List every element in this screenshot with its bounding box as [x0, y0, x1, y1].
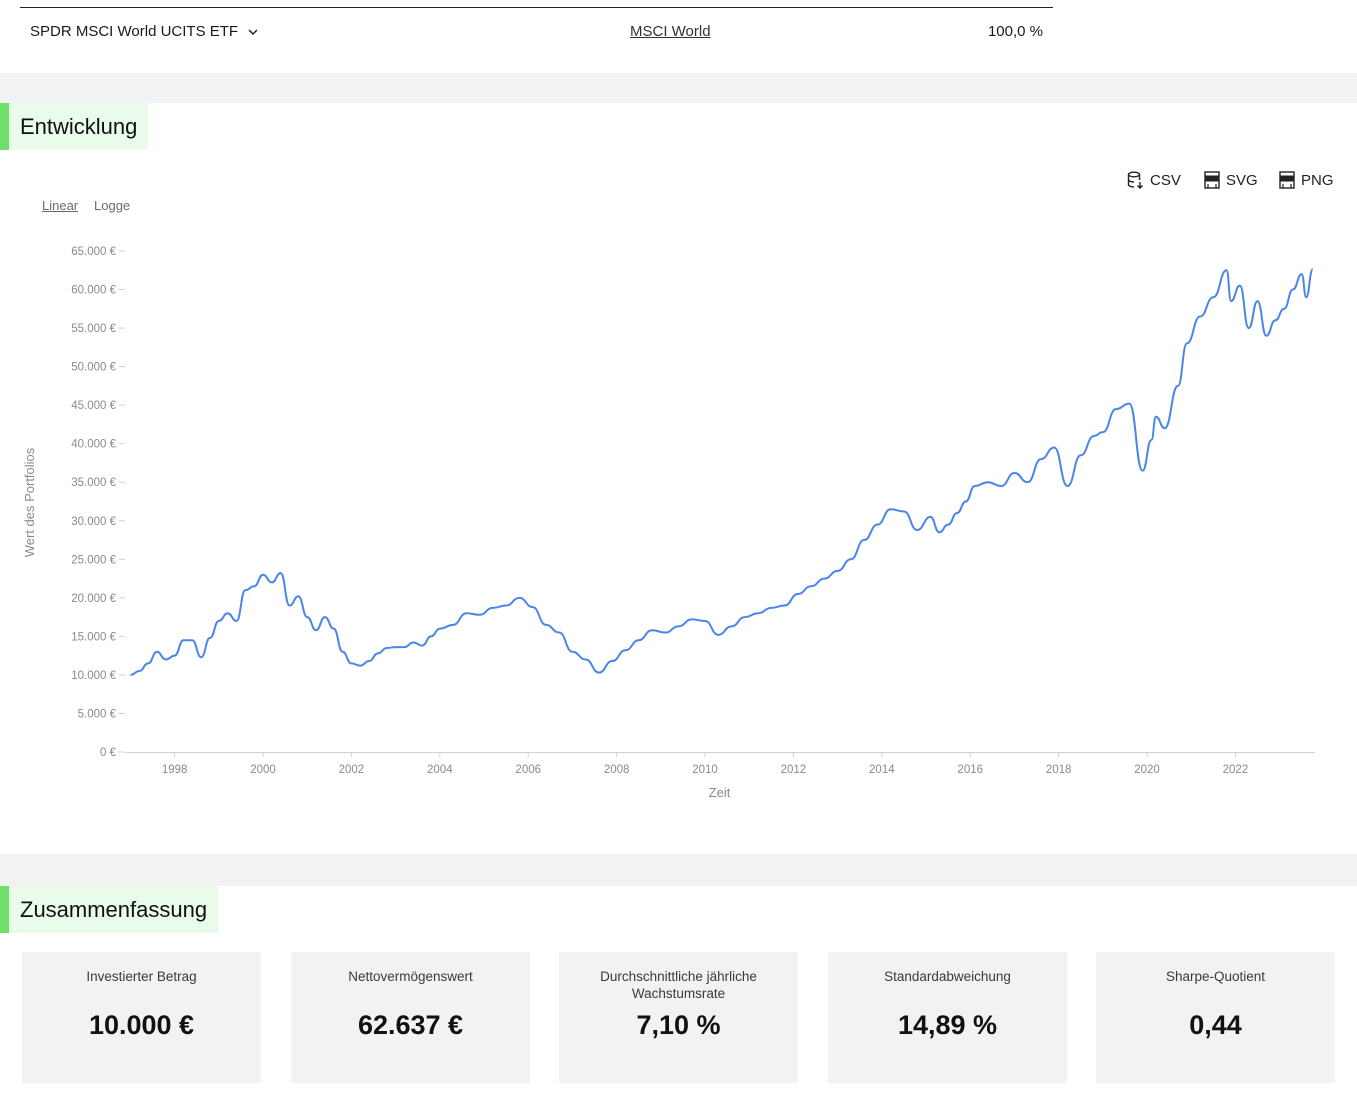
card-value: 14,89 % — [897, 1010, 998, 1040]
x-tick-label: 2002 — [339, 764, 365, 776]
x-tick-label: 2018 — [1046, 764, 1072, 776]
fund-weight: 100,0 % — [987, 23, 1043, 40]
card-label: Investierter Betrag — [86, 969, 197, 984]
summary-card-invested: Investierter Betrag 10.000 € — [22, 952, 261, 1083]
chevron-down-icon — [248, 28, 258, 35]
y-tick-label: 10.000 € — [71, 670, 116, 682]
database-icon — [1127, 171, 1143, 189]
section-divider — [0, 854, 1357, 886]
card-label: Sharpe-Quotient — [1165, 969, 1266, 984]
x-tick-label: 2014 — [869, 764, 895, 776]
summary-card-std-dev: Standardabweichung 14,89 % — [828, 952, 1067, 1083]
y-tick-label: 45.000 € — [71, 400, 116, 412]
summary-card-sharpe: Sharpe-Quotient 0,44 — [1096, 952, 1335, 1083]
y-tick-label: 55.000 € — [71, 323, 116, 335]
portfolio-value-line — [130, 268, 1314, 676]
x-axis-label: Zeit — [709, 785, 731, 800]
card-value: 10.000 € — [88, 1010, 195, 1040]
y-tick-label: 20.000 € — [71, 593, 116, 605]
export-svg-button[interactable]: SVG — [1204, 171, 1258, 189]
y-tick-label: 65.000 € — [71, 246, 116, 258]
y-tick-label: 30.000 € — [71, 516, 116, 528]
card-value: 62.637 € — [357, 1010, 464, 1040]
section-heading-summary: Zusammenfassung — [0, 886, 219, 933]
export-csv-label: CSV — [1150, 171, 1181, 189]
x-tick-label: 2008 — [604, 764, 630, 776]
card-value: 7,10 % — [636, 1010, 721, 1040]
summary-card-cagr: Durchschnittliche jährliche Wachstumsrat… — [559, 952, 798, 1083]
y-tick-label: 40.000 € — [71, 439, 116, 451]
section-title: Entwicklung — [20, 113, 138, 139]
x-tick-label: 2016 — [957, 764, 983, 776]
png-file-icon — [1279, 171, 1295, 189]
scale-linear-toggle[interactable]: Linear — [42, 198, 79, 213]
card-value: 0,44 — [1189, 1010, 1242, 1040]
y-tick-label: 15.000 € — [71, 631, 116, 643]
section-divider — [0, 73, 1357, 103]
card-label: Durchschnittliche jährliche Wachstumsrat… — [600, 969, 757, 1001]
x-tick-label: 1998 — [162, 764, 188, 776]
export-png-button[interactable]: PNG — [1279, 171, 1334, 189]
y-tick-label: 0 € — [100, 747, 117, 759]
x-tick-label: 2006 — [515, 764, 541, 776]
x-tick-label: 2012 — [781, 764, 807, 776]
summary-card-net-value: Nettovermögenswert 62.637 € — [291, 952, 530, 1083]
card-label: Nettovermögenswert — [348, 969, 473, 984]
x-tick-label: 2000 — [250, 764, 276, 776]
y-axis-label: Wert des Portfolios — [22, 447, 37, 557]
y-tick-label: 50.000 € — [71, 362, 116, 374]
y-tick-label: 25.000 € — [71, 554, 116, 566]
section-title: Zusammenfassung — [20, 896, 208, 922]
svg-file-icon — [1204, 171, 1220, 189]
section-heading-development: Entwicklung — [0, 103, 149, 150]
x-tick-label: 2010 — [692, 764, 718, 776]
y-tick-label: 35.000 € — [71, 477, 116, 489]
y-tick-label: 60.000 € — [71, 285, 116, 297]
export-png-label: PNG — [1301, 171, 1334, 189]
card-label: Standardabweichung — [884, 969, 1011, 984]
x-tick-label: 2022 — [1223, 764, 1249, 776]
export-svg-label: SVG — [1226, 171, 1258, 189]
y-tick-label: 5.000 € — [78, 708, 117, 720]
export-csv-button[interactable]: CSV — [1127, 171, 1181, 189]
fund-selector[interactable]: SPDR MSCI World UCITS ETF — [30, 23, 258, 40]
scale-log-toggle[interactable]: Logge — [94, 198, 131, 213]
fund-row: SPDR MSCI World UCITS ETF MSCI World 100… — [20, 7, 1053, 55]
index-link[interactable]: MSCI World — [630, 23, 711, 40]
x-tick-label: 2004 — [427, 764, 453, 776]
fund-name: SPDR MSCI World UCITS ETF — [30, 23, 239, 40]
portfolio-chart: 0 € 5.000 € 10.000 € 15.000 € 20.000 € 25.000… — [22, 246, 1315, 800]
x-tick-label: 2020 — [1134, 764, 1160, 776]
